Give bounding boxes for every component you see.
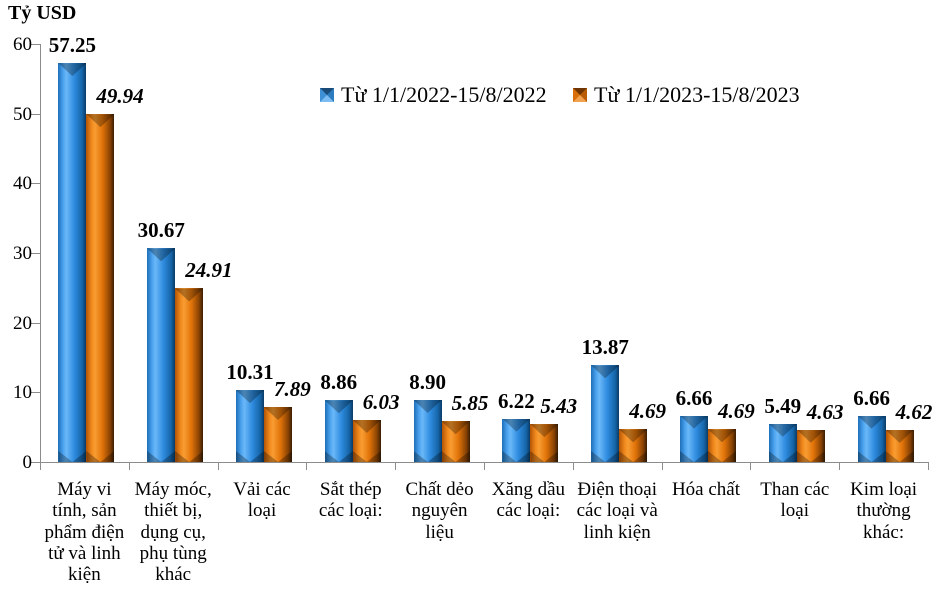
bar-2022 (413, 399, 442, 462)
legend-label-2022: Từ 1/1/2022-15/8/2022 (341, 82, 547, 107)
bar-2023 (175, 288, 204, 462)
y-tick (31, 44, 40, 45)
legend-item-2023: Từ 1/1/2023-15/8/2023 (573, 84, 800, 106)
y-tick-label: 0 (22, 452, 33, 473)
value-label-2023: 5.85 (451, 391, 489, 416)
y-tick-label: 60 (13, 34, 32, 55)
bar-2023 (352, 419, 381, 462)
y-tick-label: 50 (13, 103, 32, 125)
legend-item-2022: Từ 1/1/2022-15/8/2022 (320, 84, 547, 106)
bar-2023 (796, 429, 825, 462)
bar-2022 (58, 63, 87, 462)
value-label-2022: 6.22 (498, 388, 535, 413)
x-axis-category-label: Vải các loại (233, 479, 291, 522)
bar-2022 (680, 415, 708, 462)
value-label-2023: 4.69 (629, 399, 666, 424)
value-label-2022: 6.66 (853, 385, 890, 410)
y-tick-label: 20 (13, 312, 32, 334)
x-axis-category-label: Chất dẻo nguyên liệu (405, 479, 474, 543)
x-axis-category-label: Sắt thép các loại: (318, 479, 383, 522)
bar-2023 (264, 407, 292, 462)
value-label-2022: 8.90 (409, 369, 446, 394)
y-tick (31, 462, 40, 463)
x-axis-category-label: Kim loại thường khác: (850, 479, 918, 543)
x-tick (217, 462, 219, 470)
bar-2022 (502, 418, 531, 462)
bar-2022 (324, 400, 353, 462)
bar-2023 (619, 429, 648, 462)
x-axis-category-label: Điện thoại các loại và linh kiện (576, 479, 658, 543)
chart-title: Tỷ USD (8, 2, 77, 24)
x-tick (839, 462, 841, 470)
x-tick (484, 462, 485, 470)
x-tick (661, 462, 663, 470)
y-tick (31, 113, 40, 115)
bar-2023 (708, 429, 736, 462)
x-tick (395, 462, 397, 470)
bar-2023 (86, 114, 115, 462)
x-tick (572, 462, 574, 470)
value-label-2023: 4.62 (895, 399, 933, 424)
y-tick (31, 392, 40, 394)
value-label-2023: 7.89 (274, 377, 311, 402)
x-tick (928, 462, 929, 470)
x-axis-category-label: Than các loại (760, 479, 830, 522)
bar-2023 (441, 421, 470, 462)
value-label-2022: 8.86 (320, 370, 358, 395)
x-axis-category-label: Máy vi tính, sản phẩm điện tử và linh ki… (44, 479, 125, 586)
bar-2022 (768, 423, 797, 462)
value-label-2023: 49.94 (96, 84, 144, 109)
bar-2023 (530, 424, 559, 462)
value-label-2023: 4.69 (718, 399, 755, 424)
value-label-2022: 57.25 (48, 33, 97, 58)
bar-2023 (885, 429, 914, 462)
y-tick (31, 253, 40, 254)
x-tick (40, 462, 41, 470)
y-axis-line (40, 44, 41, 470)
x-axis-category-label: Máy móc, thiết bị, dụng cụ, phụ tùng khá… (134, 479, 212, 586)
value-label-2022: 30.67 (137, 218, 185, 243)
legend-label-2023: Từ 1/1/2023-15/8/2023 (594, 82, 800, 107)
value-label-2023: 4.63 (806, 399, 844, 424)
bar-2022 (236, 390, 264, 462)
value-label-2023: 5.43 (540, 394, 578, 419)
y-tick-label: 30 (13, 243, 32, 264)
bar-2022 (857, 415, 886, 462)
legend-marker-2022-icon (320, 88, 334, 102)
value-label-2022: 6.66 (675, 385, 713, 410)
bar-2022 (147, 248, 176, 462)
y-tick (31, 322, 40, 324)
x-axis-category-label: Hóa chất (671, 479, 741, 500)
legend-marker-2023-icon (573, 88, 587, 102)
x-tick (306, 462, 308, 470)
x-axis-category-label: Xăng dầu các loại: (491, 479, 566, 522)
value-label-2023: 24.91 (185, 258, 233, 283)
y-tick (31, 183, 40, 185)
x-tick (750, 462, 752, 470)
value-label-2022: 13.87 (581, 335, 629, 360)
value-label-2022: 10.31 (226, 360, 274, 385)
value-label-2023: 6.03 (362, 389, 400, 414)
bar-2022 (591, 365, 620, 462)
y-tick-label: 10 (13, 382, 32, 404)
x-tick (128, 462, 130, 470)
y-tick-label: 40 (13, 173, 32, 195)
value-label-2022: 5.49 (764, 393, 802, 418)
